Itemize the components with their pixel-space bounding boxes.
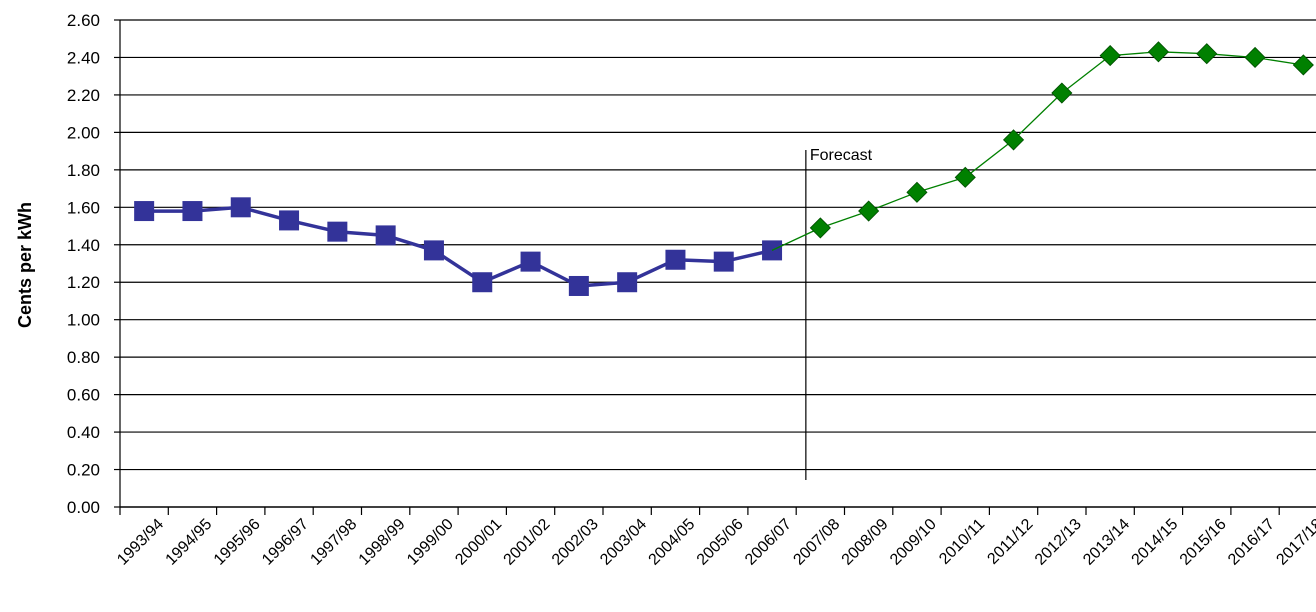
x-tick-label: 1993/94 <box>114 516 167 569</box>
y-tick-label: 1.80 <box>67 161 100 180</box>
x-tick-label: 1999/00 <box>404 516 457 569</box>
y-tick-label: 1.00 <box>67 311 100 330</box>
data-point <box>279 210 300 231</box>
y-tick-label: 2.20 <box>67 86 100 105</box>
x-tick-label: 1997/98 <box>307 516 360 569</box>
x-tick-label: 1994/95 <box>163 516 216 569</box>
data-point <box>665 249 686 270</box>
data-point <box>1147 41 1170 63</box>
x-tick-label: 1995/96 <box>211 516 264 569</box>
y-tick-label: 0.20 <box>67 461 100 480</box>
x-tick-label: 2017/18 <box>1273 516 1316 569</box>
data-point <box>472 272 493 293</box>
data-point <box>1099 45 1121 67</box>
x-tick-label: 2012/13 <box>1032 516 1085 569</box>
x-tick-label: 2011/12 <box>984 516 1036 568</box>
x-tick-label: 2000/01 <box>452 516 505 569</box>
y-tick-label: 1.60 <box>67 198 100 217</box>
x-tick-label: 2008/09 <box>839 516 892 569</box>
data-point <box>1196 43 1218 65</box>
x-tick-label: 2004/05 <box>646 516 699 569</box>
y-tick-label: 2.00 <box>67 123 100 142</box>
forecast-annotation: Forecast <box>805 147 873 480</box>
y-tick-label: 0.00 <box>67 498 100 517</box>
x-tick-label: 2002/03 <box>549 516 602 569</box>
x-tick-label: 2016/17 <box>1225 516 1278 569</box>
data-point <box>423 240 444 261</box>
data-point <box>954 166 976 188</box>
series-line-1 <box>144 205 773 288</box>
x-axis: 1993/941994/951995/961996/971997/981998/… <box>114 506 1316 569</box>
y-tick-label: 0.60 <box>67 386 100 405</box>
x-tick-label: 1996/97 <box>259 516 312 569</box>
data-point <box>858 200 880 222</box>
x-tick-label: 2010/11 <box>936 516 988 568</box>
x-tick-label: 2003/04 <box>597 516 650 569</box>
forecast-label: Forecast <box>810 147 873 164</box>
y-tick-label: 0.40 <box>67 423 100 442</box>
data-point <box>1002 129 1025 151</box>
data-point <box>327 221 348 242</box>
x-tick-label: 1998/99 <box>356 516 409 569</box>
data-point <box>1244 46 1266 69</box>
y-tick-label: 0.80 <box>67 348 100 367</box>
y-axis-label: Cents per kWh <box>15 202 35 328</box>
y-tick-label: 2.60 <box>67 11 100 30</box>
x-tick-label: 2007/08 <box>790 516 843 569</box>
data-point <box>568 275 589 296</box>
y-tick-label: 1.20 <box>67 273 100 292</box>
y-tick-label: 2.40 <box>67 48 100 67</box>
x-tick-label: 2009/10 <box>887 516 940 569</box>
data-point <box>1051 82 1073 104</box>
x-tick-label: 2014/15 <box>1129 516 1182 569</box>
data-point <box>182 201 203 222</box>
data-point <box>617 272 638 293</box>
data-point <box>375 225 396 246</box>
y-tick-label: 1.40 <box>67 236 100 255</box>
x-tick-label: 2006/07 <box>742 516 795 569</box>
x-tick-label: 2005/06 <box>694 516 747 569</box>
x-tick-label: 2015/16 <box>1177 516 1230 569</box>
data-point <box>230 197 251 218</box>
data-point <box>134 201 155 222</box>
data-point <box>520 251 541 272</box>
y-axis: 0.00 0.20 0.40 0.60 0.80 1.00 1.20 1.40 1.60 1.80… <box>67 11 121 517</box>
data-point <box>906 181 928 203</box>
gridlines <box>120 19 1316 471</box>
data-point <box>809 217 831 239</box>
x-tick-label: 2013/14 <box>1080 516 1133 569</box>
data-point <box>713 251 734 272</box>
x-tick-label: 2001/02 <box>501 516 554 569</box>
data-point <box>1292 54 1314 76</box>
series-group <box>134 41 1314 296</box>
